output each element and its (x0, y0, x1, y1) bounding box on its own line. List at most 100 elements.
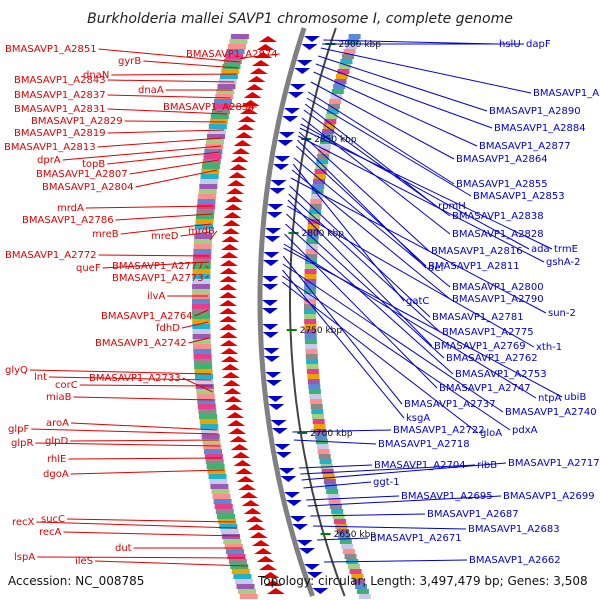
right-gene-label[interactable]: ggt-1 (373, 477, 400, 488)
left-gene-label[interactable]: mreD (151, 231, 179, 242)
left-gene-label[interactable]: rhlE (47, 454, 66, 465)
left-gene-label[interactable]: BMASAVP1_A2837 (14, 90, 106, 101)
right-gene-label[interactable]: BMASAVP1_A2855 (456, 179, 548, 190)
right-gene-label[interactable]: BMASAVP1_A2671 (370, 533, 462, 544)
right-gene-label[interactable]: BMASAVP1_A2687 (427, 509, 519, 520)
left-gene-label[interactable]: recX (12, 517, 35, 528)
right-gene-label[interactable]: BMASAVP1_A2718 (378, 439, 470, 450)
right-gene-label[interactable]: BMASAVP1_A2816 (431, 246, 523, 257)
right-gene-label[interactable]: BMASAVP1_A2695 (401, 491, 493, 502)
right-gene-label[interactable]: BMASAVP1_A2662 (469, 555, 561, 566)
left-gene-label[interactable]: miaB (46, 392, 72, 403)
right-gene-label[interactable]: gshA-2 (546, 257, 581, 268)
right-gene-label[interactable]: BMASAVP1_A2828 (452, 229, 544, 240)
right-gene-label[interactable]: sun-2 (548, 308, 576, 319)
left-gene-label[interactable]: ilvA (147, 291, 165, 302)
right-gene-label[interactable]: ribB (477, 460, 497, 471)
left-leader-line (188, 337, 209, 344)
left-gene-label[interactable]: BMASAVP1_A2804 (42, 182, 134, 193)
right-gene-label[interactable]: ntpA (538, 393, 562, 404)
left-gene-label[interactable]: sucC (41, 514, 65, 525)
right-gene-label[interactable]: BMASAVP1_A2790 (452, 294, 544, 305)
right-gene-label[interactable]: def (428, 263, 445, 274)
left-gene-label[interactable]: gyrB (118, 56, 141, 67)
left-gene-label[interactable]: glpR (11, 438, 33, 449)
left-gene-label[interactable]: mrdB (188, 226, 215, 237)
left-gene-label[interactable]: BMASAVP1_A2786 (22, 215, 114, 226)
left-gene-label[interactable]: aroA (46, 418, 69, 429)
left-gene-label[interactable]: BMASAVP1_A2742 (95, 338, 187, 349)
left-gene-label[interactable]: mrdA (57, 203, 84, 214)
right-gene-label[interactable]: BMASAVP1_A2717 (508, 458, 600, 469)
left-gene-label[interactable]: dprA (37, 155, 61, 166)
right-gene-label[interactable]: gatC (406, 296, 429, 307)
left-gene-label[interactable]: BMASAVP1_A2733 (89, 373, 181, 384)
right-gene-label[interactable]: trmE (554, 244, 578, 255)
right-gene-label[interactable]: xth-1 (536, 342, 562, 353)
right-gene-label[interactable]: gloA (480, 428, 502, 439)
right-gene-label[interactable]: ada (531, 244, 550, 255)
left-gene-label[interactable]: glpD (45, 436, 68, 447)
left-gene-label[interactable]: BMASAVP1_A2813 (4, 142, 96, 153)
left-gene-label[interactable]: corC (55, 380, 78, 391)
right-gene-label[interactable]: BMASAVP1_A2747 (439, 383, 531, 394)
feature-block (318, 149, 331, 154)
left-gene-label[interactable]: lspA (14, 552, 35, 563)
left-gene-label[interactable]: dnaA (138, 85, 164, 96)
left-gene-label[interactable]: dut (115, 543, 132, 554)
right-gene-label[interactable]: ubiB (564, 392, 586, 403)
left-gene-label[interactable]: BMASAVP1_A2831 (14, 104, 106, 115)
right-gene-label[interactable]: BMASAVP1_A2762 (446, 353, 538, 364)
right-gene-label[interactable]: BMASAVP1_A2838 (452, 211, 544, 222)
left-gene-label[interactable]: BMASAVP1_A2843 (14, 75, 106, 86)
left-gene-label[interactable]: lnt (34, 372, 47, 383)
left-gene-label[interactable]: BMASAVP1_A2807 (36, 169, 128, 180)
right-gene-label[interactable]: BMASAVP1_A2884 (494, 123, 586, 134)
right-gene-label[interactable]: BMASAVP1_A2704 (374, 460, 466, 471)
left-gene-label[interactable]: BMASAVP1_A2773 (112, 273, 204, 284)
left-gene-label[interactable]: BMASAVP1_A2854 (163, 102, 255, 113)
right-gene-label[interactable]: BMASAVP1_A2890 (489, 106, 581, 117)
right-gene-label[interactable]: BMASAVP1_A2781 (432, 312, 524, 323)
right-gene-label[interactable]: BMASAVP1_A2877 (479, 141, 571, 152)
left-gene-label[interactable]: recA (39, 527, 62, 538)
left-gene-label[interactable]: BMASAVP1_A2829 (31, 116, 123, 127)
left-gene-label[interactable]: BMASAVP1_A2851 (5, 44, 97, 55)
right-gene-label[interactable]: BMASAVP1_A2864 (456, 154, 548, 165)
left-gene-label[interactable]: BMASAVP1_A2777 (112, 261, 204, 272)
right-gene-label[interactable]: BMASAVP1_A2753 (455, 369, 547, 380)
right-gene-label[interactable]: BMASAVP1_A2811 (428, 261, 520, 272)
right-gene-label[interactable]: pdxA (512, 425, 538, 436)
right-gene-label[interactable]: BMASAVP1_A2683 (468, 524, 560, 535)
reverse-gene-arrow (265, 380, 282, 386)
right-gene-label[interactable]: dapF (526, 39, 551, 50)
left-gene-label[interactable]: topB (82, 159, 105, 170)
left-gene-label[interactable]: glyQ (5, 365, 28, 376)
right-gene-label[interactable]: BMASAVP1_A2740 (505, 407, 597, 418)
left-gene-label[interactable]: BMASAVP1_A2874 (186, 49, 278, 60)
right-gene-label[interactable]: BMASAVP1_A2853 (473, 191, 565, 202)
feature-block (322, 474, 335, 479)
left-gene-label[interactable]: glpF (8, 424, 29, 435)
right-gene-label[interactable]: BMASAVP1_A2769 (434, 341, 526, 352)
left-gene-label[interactable]: BMASAVP1_A2764 (101, 311, 193, 322)
reverse-gene-arrow (299, 548, 315, 554)
left-gene-label[interactable]: dgoA (43, 469, 69, 480)
right-gene-label[interactable]: BMASAVP1_A2775 (442, 327, 534, 338)
feature-block (193, 244, 212, 249)
feature-block (313, 179, 325, 184)
feature-block (228, 559, 247, 564)
right-gene-label[interactable]: BMASAVP1_A2902 (533, 88, 600, 99)
left-gene-label[interactable]: queF (76, 263, 101, 274)
right-gene-label[interactable]: BMASAVP1_A2699 (503, 491, 595, 502)
left-gene-label[interactable]: ileS (75, 556, 93, 567)
left-gene-label[interactable]: dnaN (83, 70, 109, 81)
left-gene-label[interactable]: BMASAVP1_A2772 (5, 250, 97, 261)
right-gene-label[interactable]: BMASAVP1_A2722 (393, 425, 485, 436)
right-gene-label[interactable]: BMASAVP1_A2737 (404, 399, 496, 410)
reverse-gene-arrow (270, 420, 287, 426)
left-gene-label[interactable]: BMASAVP1_A2819 (14, 128, 106, 139)
left-gene-label[interactable]: mreB (92, 229, 119, 240)
left-gene-label[interactable]: fdhD (156, 323, 180, 334)
right-gene-label[interactable]: ksgA (406, 413, 430, 424)
